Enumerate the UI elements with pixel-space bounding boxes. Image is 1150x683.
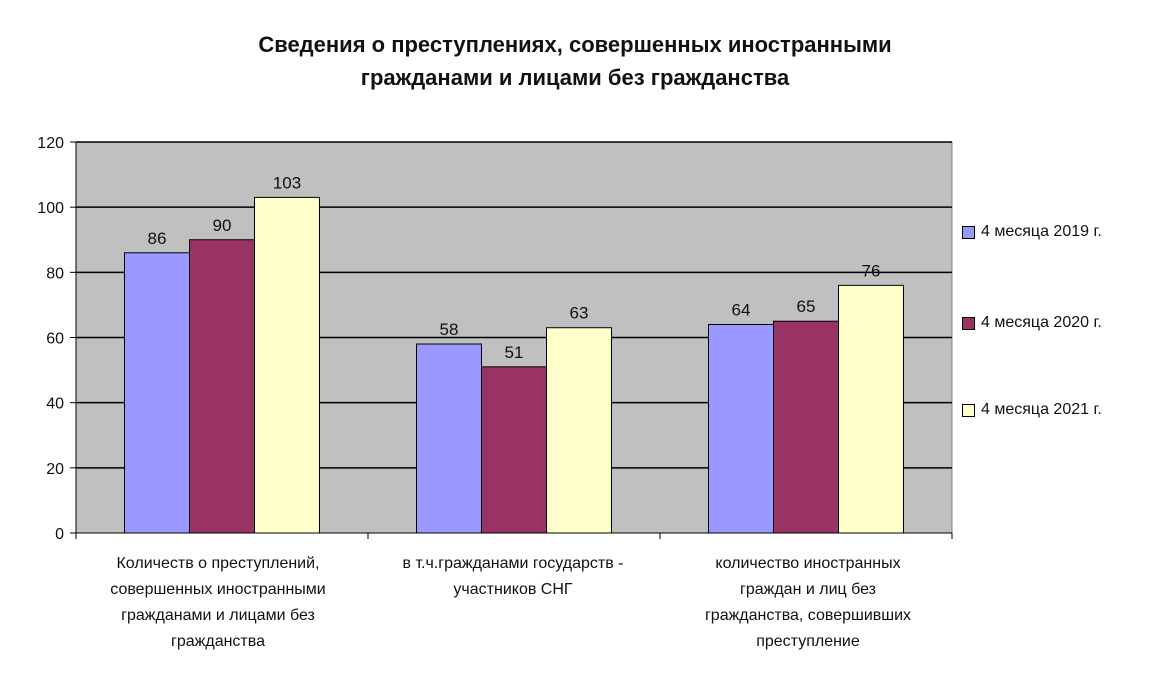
data-label-2-cat-3: 65 — [797, 297, 816, 316]
bar-2-cat-1 — [189, 239, 255, 534]
legend-item-2019: 4 месяца 2019 г. — [962, 222, 1102, 242]
y-tick-label-100: 100 — [37, 200, 64, 217]
legend-label-2021: 4 месяца 2021 г. — [981, 401, 1102, 418]
data-label-3-cat-3: 76 — [862, 261, 881, 280]
bar-2-cat-3 — [773, 320, 839, 534]
category-label-1: Количеств о преступлений, совершенных ин… — [68, 551, 368, 655]
chart-title-line-1: Сведения о преступлениях, совершенных ин… — [258, 32, 892, 57]
category-label-3-line-2: граждан и лиц без — [740, 581, 876, 598]
category-label-3-line-4: преступление — [756, 633, 860, 650]
legend-item-2021: 4 месяца 2021 г. — [962, 400, 1102, 420]
legend-label-2019: 4 месяца 2019 г. — [981, 223, 1102, 240]
legend-swatch-2021 — [962, 403, 975, 417]
bar-3-cat-1 — [254, 196, 320, 534]
legend-label-2020: 4 месяца 2020 г. — [981, 314, 1102, 331]
y-tick-label-0: 0 — [55, 526, 64, 543]
data-label-1-cat-1: 86 — [148, 229, 167, 248]
y-tick-label-120: 120 — [37, 135, 64, 152]
data-label-3-cat-1: 103 — [273, 173, 301, 192]
category-label-3-line-3: гражданства, совершивших — [704, 607, 912, 624]
chart-title-line-2: гражданами и лицами без гражданства — [360, 65, 790, 90]
y-tick-label-80: 80 — [46, 265, 64, 282]
category-label-1-line-2: совершенных иностранными — [110, 581, 326, 598]
legend-swatch-2020 — [962, 316, 975, 330]
category-label-2-line-2: участников СНГ — [453, 581, 573, 598]
bar-3-cat-2 — [546, 327, 612, 534]
legend-swatch-2019 — [962, 225, 975, 239]
y-tick-label-60: 60 — [46, 331, 64, 348]
bar-1-cat-1 — [124, 252, 190, 534]
category-label-2: в т.ч.гражданами государств - участников… — [363, 551, 663, 603]
category-label-1-line-4: гражданства — [171, 633, 265, 650]
data-label-2-cat-2: 51 — [505, 343, 524, 362]
category-label-3-line-1: количество иностранных — [715, 555, 901, 572]
category-label-2-line-1: в т.ч.гражданами государств - — [402, 555, 624, 572]
bar-3-cat-3 — [838, 284, 904, 534]
legend-item-2020: 4 месяца 2020 г. — [962, 313, 1102, 333]
category-label-1-line-1: Количеств о преступлений, — [116, 555, 320, 572]
category-label-1-line-3: гражданами и лицами без — [121, 607, 315, 624]
data-label-1-cat-3: 64 — [732, 300, 751, 319]
bar-1-cat-3 — [708, 323, 774, 534]
data-label-1-cat-2: 58 — [440, 320, 459, 339]
bar-1-cat-2 — [416, 343, 482, 534]
bar-2-cat-2 — [481, 366, 547, 534]
category-label-3: количество иностранных граждан и лиц без… — [658, 551, 958, 655]
y-tick-label-40: 40 — [46, 396, 64, 413]
y-tick-label-20: 20 — [46, 461, 64, 478]
data-label-2-cat-1: 90 — [213, 216, 232, 235]
chart-title: Сведения о преступлениях, совершенных ин… — [0, 28, 1150, 94]
data-label-3-cat-2: 63 — [570, 304, 589, 323]
